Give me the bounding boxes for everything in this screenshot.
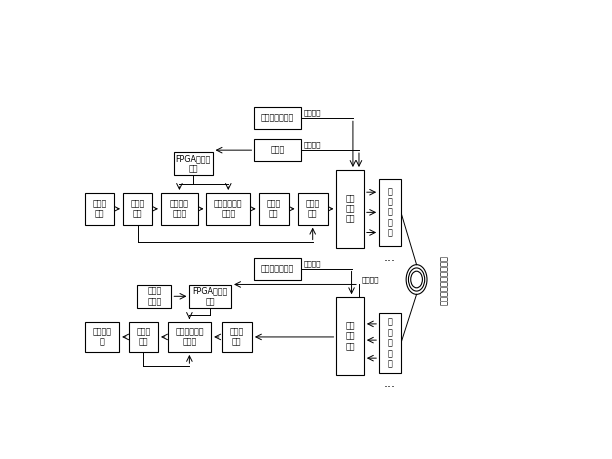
FancyBboxPatch shape — [255, 139, 301, 161]
Text: ···: ··· — [384, 255, 396, 269]
Text: 随机数
生成器: 随机数 生成器 — [147, 286, 162, 306]
Text: 经典信号发送端: 经典信号发送端 — [261, 114, 294, 123]
FancyBboxPatch shape — [337, 297, 364, 375]
FancyBboxPatch shape — [222, 322, 252, 352]
FancyBboxPatch shape — [255, 107, 301, 129]
FancyBboxPatch shape — [85, 322, 119, 352]
FancyBboxPatch shape — [123, 193, 152, 225]
Text: 第一电光相位
调制器: 第一电光相位 调制器 — [214, 199, 242, 218]
FancyBboxPatch shape — [137, 285, 171, 308]
Text: 经典信号: 经典信号 — [303, 260, 321, 267]
Text: FPGA数据采
集卡: FPGA数据采 集卡 — [193, 286, 228, 306]
Text: 经典信号: 经典信号 — [303, 110, 321, 116]
FancyBboxPatch shape — [297, 193, 328, 225]
Text: 空
分
复
用
器: 空 分 复 用 器 — [387, 187, 392, 238]
Text: 光分
插复
用器: 光分 插复 用器 — [345, 321, 355, 351]
FancyBboxPatch shape — [189, 285, 231, 308]
FancyBboxPatch shape — [161, 193, 198, 225]
Text: 经典信号接收端: 经典信号接收端 — [261, 264, 294, 273]
Text: 时钟信号: 时钟信号 — [303, 141, 321, 148]
Text: 光分
插复
用器: 光分 插复 用器 — [345, 194, 355, 224]
Text: FPGA信号生
成卡: FPGA信号生 成卡 — [176, 154, 211, 174]
Text: ···: ··· — [384, 381, 396, 394]
Text: 脉冲激
光器: 脉冲激 光器 — [92, 199, 107, 218]
FancyBboxPatch shape — [255, 257, 301, 280]
FancyBboxPatch shape — [85, 193, 114, 225]
Text: 空
分
复
用
器: 空 分 复 用 器 — [387, 318, 392, 369]
Text: 可调衰
减器: 可调衰 减器 — [267, 199, 281, 218]
FancyBboxPatch shape — [129, 322, 158, 352]
FancyBboxPatch shape — [259, 193, 289, 225]
Text: 偏振分
束刺: 偏振分 束刺 — [230, 327, 244, 347]
Text: 偏振耦
合器: 偏振耦 合器 — [305, 199, 320, 218]
FancyBboxPatch shape — [206, 193, 250, 225]
FancyBboxPatch shape — [379, 179, 401, 246]
Text: 电光强度
调制器: 电光强度 调制器 — [170, 199, 189, 218]
Text: 第二电光相位
调制器: 第二电光相位 调制器 — [175, 327, 204, 347]
Text: 多芯单模光纤传输链路: 多芯单模光纤传输链路 — [439, 254, 449, 304]
FancyBboxPatch shape — [379, 313, 401, 373]
Text: 时钟信号: 时钟信号 — [361, 276, 379, 283]
FancyBboxPatch shape — [168, 322, 211, 352]
Text: 第二分
束器: 第二分 束器 — [136, 327, 151, 347]
FancyBboxPatch shape — [174, 152, 212, 175]
FancyBboxPatch shape — [337, 170, 364, 248]
Text: 时钟源: 时钟源 — [271, 146, 285, 155]
Text: 第一分
束器: 第一分 束器 — [130, 199, 145, 218]
Text: 零差探测
器: 零差探测 器 — [92, 327, 111, 347]
